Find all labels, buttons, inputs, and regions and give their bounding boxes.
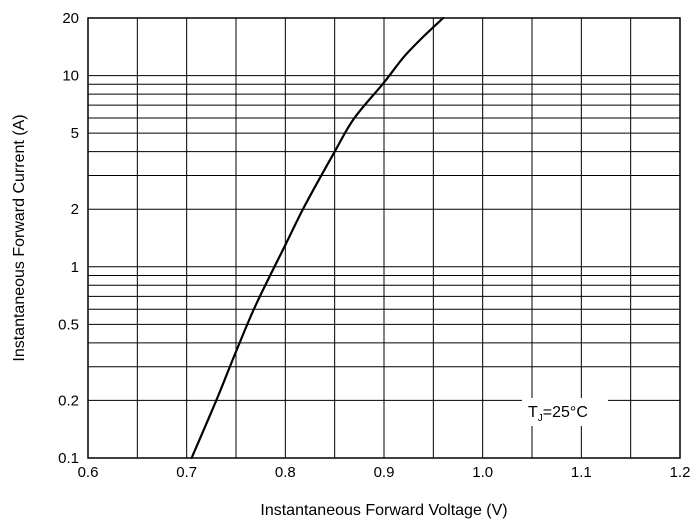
x-tick-label: 0.9 [374,464,395,481]
x-tick-label: 0.6 [78,464,99,481]
y-tick-label: 0.5 [58,316,79,333]
y-axis-title: Instantaneous Forward Current (A) [11,114,28,361]
y-tick-label: 1 [71,259,79,276]
x-tick-label: 1.2 [670,464,691,481]
y-tick-label: 2 [71,201,79,218]
x-tick-label: 0.7 [176,464,197,481]
junction-temperature-annotation: TJ=25°C [528,404,588,424]
x-axis-title: Instantaneous Forward Voltage (V) [260,502,507,519]
y-tick-label: 20 [62,10,79,27]
series-curve [190,16,445,460]
y-tick-label: 5 [71,125,79,142]
y-tick-label: 10 [62,68,79,85]
y-tick-label: 0.1 [58,450,79,467]
x-tick-label: 1.1 [571,464,592,481]
y-tick-labels: 0.1 0.2 0.5 1 2 5 10 20 [58,10,79,467]
x-tick-label: 0.8 [275,464,296,481]
plot-frame [87,17,681,459]
annotation-background [522,398,608,426]
y-tick-label: 0.2 [58,392,79,409]
x-tick-label: 1.0 [472,464,493,481]
x-tick-labels: 0.6 0.7 0.8 0.9 1.0 1.1 1.2 [78,464,691,481]
